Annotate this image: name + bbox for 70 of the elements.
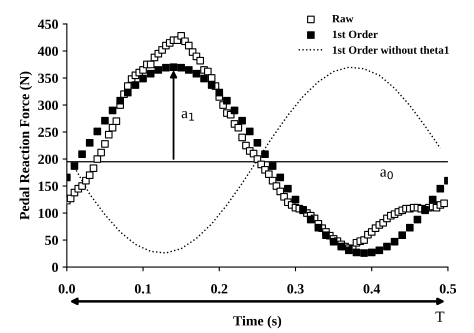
x-tick-label: 0.1 (134, 284, 152, 294)
legend-label: 1st Order (332, 30, 378, 38)
point (345, 246, 353, 254)
point (208, 81, 216, 89)
point (398, 231, 406, 240)
point (223, 96, 231, 104)
x-tick-label: 0.0 (58, 284, 75, 294)
x-tick-label: 0.5 (440, 284, 456, 294)
point (146, 70, 154, 78)
point (390, 238, 398, 246)
point (368, 248, 376, 256)
x-tick-label: 0.2 (211, 284, 228, 294)
point (162, 64, 170, 72)
legend-label: Raw (332, 15, 354, 22)
y-tick-label: 400 (38, 46, 58, 56)
point (132, 81, 140, 89)
x-tick-label: 0.4 (364, 284, 380, 294)
annotation: a$_{1}$ (182, 110, 194, 121)
y-tick-label: 0 (52, 262, 58, 272)
point (184, 66, 193, 74)
y-axis-title: Pedal Reaction Force (N) (20, 72, 32, 220)
point (238, 116, 246, 124)
legend-label: 1st Order without theta1 (332, 46, 449, 54)
point (230, 106, 238, 114)
point (154, 66, 162, 74)
point (314, 224, 322, 232)
point (306, 216, 315, 224)
point (428, 196, 436, 204)
point (414, 216, 422, 224)
ref-line-label: a$_{0}$ (380, 169, 393, 180)
point (70, 162, 78, 170)
point (246, 128, 254, 136)
y-tick-label: 250 (38, 128, 58, 137)
point (101, 116, 109, 124)
point (170, 63, 178, 72)
point (330, 238, 338, 246)
point (322, 231, 330, 240)
point (94, 128, 102, 136)
y-tick-label: 150 (38, 182, 58, 191)
point (200, 74, 208, 82)
x-tick-label: 0.3 (287, 284, 304, 294)
point (139, 74, 147, 82)
point (261, 150, 269, 158)
point (108, 106, 116, 114)
point (215, 88, 224, 96)
y-tick-label: 300 (38, 100, 58, 110)
point (352, 248, 360, 256)
point (78, 150, 86, 158)
point (268, 162, 276, 170)
x-axis-title: Time (s) (233, 316, 282, 328)
y-tick-label: 450 (38, 20, 58, 29)
point (86, 139, 94, 147)
point (292, 196, 300, 204)
point (116, 96, 124, 104)
point (192, 70, 200, 78)
point (276, 174, 284, 182)
point (284, 184, 292, 193)
y-tick-label: 100 (38, 208, 58, 218)
point (406, 224, 414, 232)
y-tick-label: 50 (45, 236, 58, 246)
y-tick-label: 200 (38, 154, 58, 164)
y-tick-label: 350 (38, 74, 58, 83)
point (376, 246, 384, 254)
point (360, 249, 368, 257)
point (177, 64, 185, 72)
point (254, 139, 262, 147)
point (436, 184, 444, 193)
text: T (435, 312, 444, 322)
point (383, 242, 391, 250)
point (124, 88, 132, 96)
